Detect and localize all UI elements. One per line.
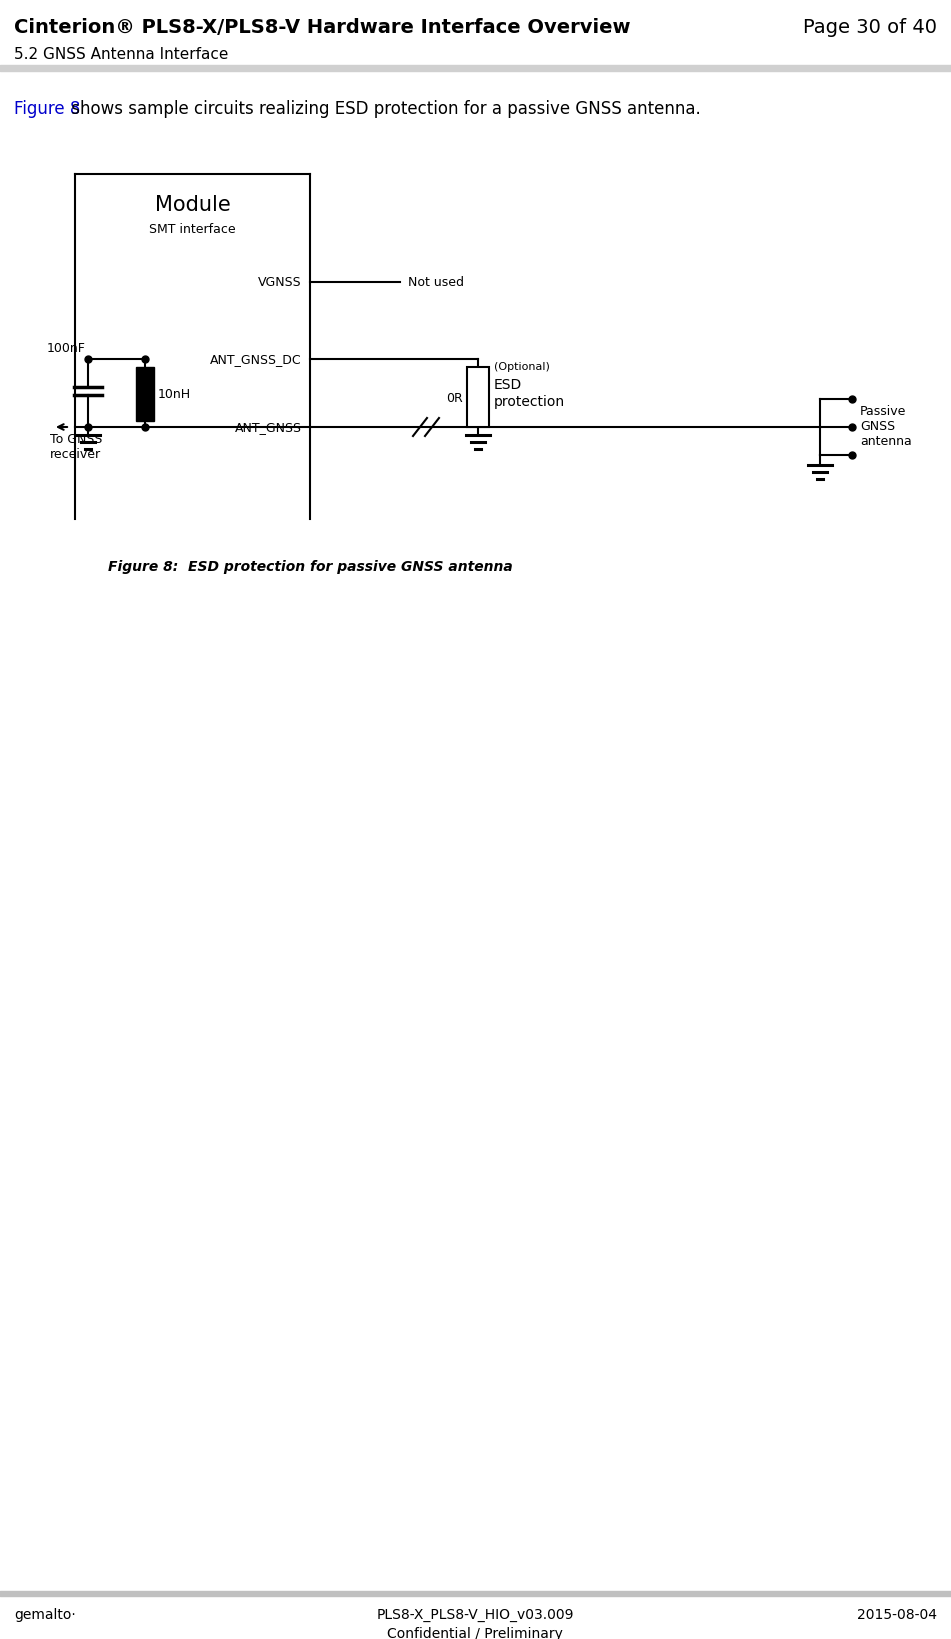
Text: ANT_GNSS: ANT_GNSS — [235, 421, 302, 434]
Text: Figure 8:  ESD protection for passive GNSS antenna: Figure 8: ESD protection for passive GNS… — [107, 559, 513, 574]
Text: protection: protection — [494, 395, 565, 408]
Text: Figure 8: Figure 8 — [14, 100, 81, 118]
Text: antenna: antenna — [860, 434, 912, 447]
Text: shows sample circuits realizing ESD protection for a passive GNSS antenna.: shows sample circuits realizing ESD prot… — [66, 100, 701, 118]
Text: Confidential / Preliminary: Confidential / Preliminary — [387, 1626, 563, 1639]
Text: receiver: receiver — [50, 447, 101, 461]
Text: (Optional): (Optional) — [494, 362, 550, 372]
Text: PLS8-X_PLS8-V_HIO_v03.009: PLS8-X_PLS8-V_HIO_v03.009 — [377, 1606, 573, 1621]
Bar — [467, 367, 489, 428]
Text: 100nF: 100nF — [48, 343, 86, 354]
Text: 10nH: 10nH — [158, 388, 191, 402]
Text: Not used: Not used — [408, 277, 464, 290]
Text: Passive: Passive — [860, 405, 906, 418]
Text: To GNSS: To GNSS — [50, 433, 103, 446]
Text: 5.2 GNSS Antenna Interface: 5.2 GNSS Antenna Interface — [14, 48, 228, 62]
Text: Module: Module — [155, 195, 230, 215]
Text: GNSS: GNSS — [860, 420, 895, 433]
Text: SMT interface: SMT interface — [149, 223, 236, 236]
Text: gemalto·: gemalto· — [14, 1606, 76, 1621]
Text: ANT_GNSS_DC: ANT_GNSS_DC — [210, 354, 302, 365]
Text: Page 30 of 40: Page 30 of 40 — [803, 18, 937, 38]
Bar — [136, 367, 154, 421]
Text: ESD: ESD — [494, 377, 522, 392]
Text: 0R: 0R — [446, 392, 463, 405]
Text: Cinterion® PLS8-X/PLS8-V Hardware Interface Overview: Cinterion® PLS8-X/PLS8-V Hardware Interf… — [14, 18, 631, 38]
Text: VGNSS: VGNSS — [259, 277, 302, 290]
Text: 2015-08-04: 2015-08-04 — [857, 1606, 937, 1621]
